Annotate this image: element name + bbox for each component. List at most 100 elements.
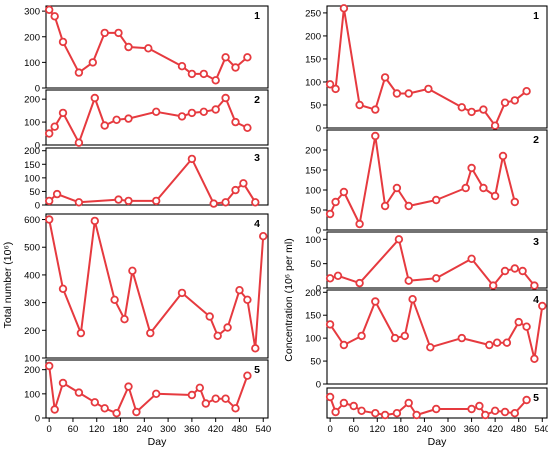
left-panel-5-point [74, 388, 84, 397]
left-y-axis-title: Total number (10⁶) [2, 242, 14, 329]
right-panel-1-series-line [329, 7, 528, 127]
right-panel-5-point [490, 406, 500, 415]
right-panel-5-xtick-label: 120 [369, 424, 385, 435]
left-panel-5-xtick-label: 420 [208, 424, 224, 435]
right-panel-5-xtick-label: 240 [416, 424, 432, 435]
left-panel-5-label: 5 [254, 364, 260, 376]
right-panel-4-label: 4 [533, 294, 539, 306]
left-panel-2-point [243, 123, 252, 132]
right-panel-1-label: 1 [533, 10, 539, 22]
right-panel-2-series-line [329, 135, 516, 225]
right-panel-3-point [467, 254, 476, 263]
left-panel-1-point [187, 69, 197, 79]
left-panel-2: 0 100 200 2 [24, 89, 269, 152]
right-panel-1-ytick-label: 50 [310, 100, 321, 111]
right-panel-5-point [392, 409, 402, 418]
left-panel-1-frame [45, 5, 269, 89]
right-panel-2-point [331, 197, 340, 207]
left-panel-5-ytick-label: 0 [35, 414, 40, 425]
right-panel-5-point [349, 401, 358, 411]
left-panel-4-point [45, 215, 54, 224]
left-panel-3-point [209, 199, 218, 208]
left-panel-1: 0 100 200 300 1 [24, 5, 269, 95]
left-panel-2-point [100, 121, 109, 130]
right-panel-3-label: 3 [533, 236, 539, 248]
left-panel-5-xtick-label: 60 [68, 424, 79, 435]
left-panel-5-point [132, 407, 141, 417]
right-panel-4-point [502, 338, 512, 347]
left-panel-1-point [199, 69, 208, 79]
left-panel-5-point [124, 382, 133, 391]
left-panel-5-xtick-label: 300 [160, 424, 176, 435]
left-panel-4-point [76, 328, 86, 338]
right-panel-4-point [408, 295, 417, 304]
left-panel-1-ytick-label: 100 [24, 58, 40, 69]
left-panel-1-series-line [48, 9, 249, 82]
left-panel-2-ytick-label: 0 [35, 141, 40, 152]
right-panel-4-frame [326, 289, 548, 385]
left-panel-3-point [239, 179, 248, 188]
left-panel-5-point [195, 383, 204, 392]
right-panel-2-point [339, 187, 349, 197]
left-panel-4-label: 4 [254, 218, 260, 230]
right-panel-1-point [392, 89, 402, 98]
right-panel-1-ytick-label: 0 [316, 124, 321, 135]
right-panel-5-label: 5 [533, 392, 539, 404]
right-panel-2-point [498, 151, 508, 161]
left-panel-1-ytick-label: 300 [24, 7, 40, 18]
right-panel-5-xtick-label: 0 [327, 424, 332, 435]
right-panel-4-ytick-label: 150 [305, 311, 321, 322]
right-panel-3-point [510, 264, 519, 273]
left-panel-5-point [243, 371, 252, 380]
right-panel-4-point [357, 331, 366, 341]
right-panel-4: 0 50 100 150 200 4 [305, 288, 548, 391]
left-panel-3-point [45, 196, 54, 206]
left-panel-5-point [50, 405, 59, 414]
right-panel-2-ytick-label: 200 [305, 146, 321, 157]
left-panel-5-point [58, 378, 68, 388]
left-panel-2-point [50, 122, 59, 131]
left-panel-1-point [100, 28, 109, 38]
right-panel-1-ytick-label: 200 [305, 31, 321, 42]
right-panel-1-point [380, 73, 390, 82]
left-panel-1-point [221, 53, 230, 62]
left-panel-1-point [50, 12, 59, 21]
left-panel-1-point [74, 68, 84, 77]
left-panel-3-label: 3 [254, 152, 260, 164]
left-panel-3-point [251, 198, 260, 207]
right-panel-5-xtick-label: 300 [440, 424, 456, 435]
right-panel-1: 0 50 100 150 200 250 1 [305, 4, 548, 135]
right-panel-5-point [339, 398, 349, 408]
right-panel-3-point [500, 266, 510, 276]
right-panel-4-ytick-label: 200 [305, 288, 321, 299]
left-panel-2-point [231, 117, 240, 127]
right-panel-2-point [432, 195, 441, 205]
right-panel-4-point [530, 354, 539, 363]
right-panel-2-point [325, 209, 335, 219]
right-panel-4-point [371, 297, 380, 306]
left-panel-4-point [177, 288, 187, 298]
left-panel-5-point [231, 404, 240, 413]
left-panel-5-point [211, 394, 220, 403]
right-panel-4-point [325, 320, 335, 329]
right-panel-5-frame [326, 387, 548, 419]
left-panel-1-point [144, 44, 153, 53]
left-panel-4-ytick-label: 600 [24, 215, 40, 226]
right-panel-1-point [355, 100, 364, 110]
right-panel-2-ytick-label: 100 [305, 186, 321, 197]
right-panel-5-point [467, 404, 476, 414]
left-panel-5-point [45, 361, 54, 371]
right-panel-5-point [357, 406, 366, 415]
right-panel-4-ytick-label: 0 [316, 380, 321, 391]
right-panel-5-xtick-label: 180 [393, 424, 409, 435]
right-y-axis-title: Concentration (10⁶ per ml) [283, 238, 295, 361]
right-panel-3-point [518, 266, 527, 276]
right-panel-2-point [461, 183, 470, 193]
left-panel-1-label: 1 [254, 10, 260, 22]
right-panel-3-point [325, 274, 335, 283]
right-panel-5-xtick-label: 420 [487, 424, 503, 435]
left-panel-1-ytick-label: 200 [24, 32, 40, 43]
right-panel-2-point [510, 197, 519, 207]
left-panel-2-point [187, 108, 197, 118]
right-panel-3: 0 50 100 3 [305, 231, 548, 295]
